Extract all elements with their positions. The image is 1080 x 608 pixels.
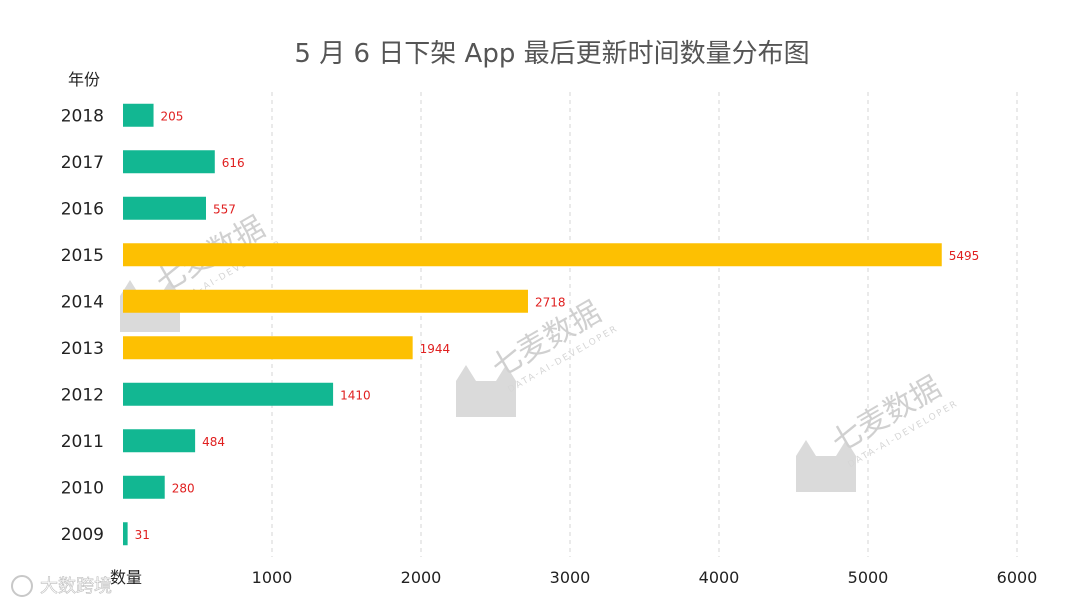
data-label: 1944: [420, 342, 451, 356]
data-label: 31: [135, 528, 150, 542]
data-label: 5495: [949, 249, 980, 263]
bar: [123, 196, 206, 220]
category-label: 2015: [61, 246, 104, 266]
footer-brand: 大数跨境: [11, 575, 112, 597]
x-tick-label: 3000: [550, 568, 591, 587]
bar: [123, 243, 942, 267]
category-label: 2012: [61, 385, 104, 405]
category-label: 2018: [61, 106, 104, 126]
bar: [123, 289, 528, 313]
data-label: 2718: [535, 295, 566, 309]
y-axis-label: 年份: [68, 70, 100, 89]
x-tick-label: 6000: [997, 568, 1038, 587]
x-tick-label: 2000: [401, 568, 442, 587]
category-label: 2013: [61, 339, 104, 359]
bar: [123, 336, 413, 360]
bar: [123, 382, 334, 406]
cat-watermark-icon: [796, 440, 856, 492]
x-tick-label: 1000: [252, 568, 293, 587]
bar: [123, 103, 154, 127]
x-tick-layer: 1000 2000 3000 4000 5000 6000: [252, 568, 1038, 587]
chart-title: 5 月 6 日下架 App 最后更新时间数量分布图: [294, 39, 809, 69]
category-label: 2011: [61, 432, 104, 452]
cat-watermark-icon: [456, 365, 516, 417]
grid-layer: [271, 92, 1018, 557]
category-label: 2014: [61, 292, 104, 312]
footer-logo-icon: [11, 575, 33, 597]
category-label: 2017: [61, 153, 104, 173]
x-tick-label: 4000: [699, 568, 740, 587]
x-tick-label: 5000: [848, 568, 889, 587]
data-label: 205: [161, 109, 184, 123]
bar: [123, 522, 128, 546]
data-label: 616: [222, 156, 245, 170]
data-label: 1410: [340, 388, 371, 402]
category-label: 2009: [61, 525, 104, 545]
data-label: 484: [202, 435, 225, 449]
category-label: 2010: [61, 478, 104, 498]
data-label: 557: [213, 202, 236, 216]
footer-brand-text: 大数跨境: [40, 576, 112, 597]
category-label: 2016: [61, 199, 104, 219]
watermark-1: 七麦数据 DATA-AI-DEVELOPER: [120, 210, 284, 332]
bar-layer: 2018 205 2017 616 2016 557 2015 5495 2014 2718 201…: [61, 103, 980, 546]
bar: [123, 150, 215, 174]
bar: [123, 429, 196, 453]
bar: [123, 475, 165, 499]
watermark-3: 七麦数据 DATA-AI-DEVELOPER: [796, 370, 960, 492]
data-label: 280: [172, 481, 195, 495]
x-axis-label: 数量: [110, 568, 142, 587]
